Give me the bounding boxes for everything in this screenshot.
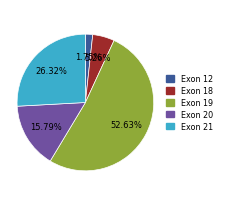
Text: 5.26%: 5.26% — [85, 54, 111, 63]
Text: 26.32%: 26.32% — [36, 67, 68, 76]
Wedge shape — [50, 41, 154, 171]
Wedge shape — [17, 35, 85, 107]
Text: 52.63%: 52.63% — [111, 120, 142, 129]
Wedge shape — [85, 35, 114, 103]
Legend: Exon 12, Exon 18, Exon 19, Exon 20, Exon 21: Exon 12, Exon 18, Exon 19, Exon 20, Exon… — [166, 75, 213, 131]
Text: 1.75%: 1.75% — [75, 52, 101, 61]
Wedge shape — [17, 103, 85, 161]
Text: 15.79%: 15.79% — [30, 122, 61, 131]
Wedge shape — [85, 35, 93, 103]
